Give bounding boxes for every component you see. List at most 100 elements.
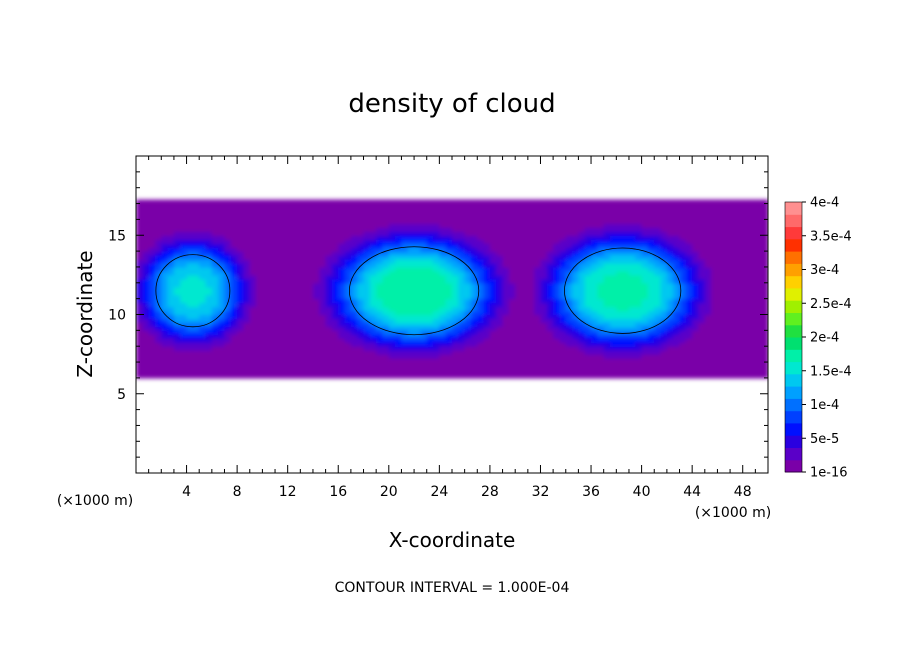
field-cell [395,318,402,324]
field-cell [388,354,396,359]
field-cell [161,247,169,252]
field-cell [350,211,358,217]
field-cell [281,334,289,339]
field-cell [376,199,384,205]
field-cell [243,318,251,324]
field-cell [363,370,371,375]
field-cell [666,330,674,335]
x-tick-label: 8 [233,484,242,500]
field-cell [496,290,504,296]
field-cell [622,219,630,224]
field-cell [666,207,674,213]
field-cell [610,326,617,331]
field-cell [553,370,560,375]
field-cell [363,322,371,327]
field-cell [161,286,169,292]
field-cell [578,334,586,339]
field-cell [749,346,756,351]
field-cell [230,286,238,292]
field-cell [521,290,529,296]
field-cell [742,342,750,347]
field-cell [660,215,668,220]
field-cell [376,302,384,308]
field-cell [382,247,390,252]
field-cell [584,330,592,335]
field-cell [426,255,434,260]
field-cell [572,274,579,280]
field-cell [407,290,415,296]
field-cell [186,219,194,224]
field-cell [603,342,611,347]
field-cell [237,318,244,324]
field-cell [559,286,567,292]
field-cell [641,231,649,236]
field-cell [281,346,289,351]
field-cell [749,223,756,228]
field-cell [331,223,339,228]
field-cell [540,211,548,217]
field-cell [534,231,542,236]
field-cell [704,259,712,264]
field-cell [629,251,636,256]
field-cell [331,346,339,351]
field-cell [414,243,421,248]
field-cell [148,231,156,236]
field-cell [723,259,731,264]
field-cell [698,223,706,228]
field-cell [540,350,548,355]
field-cell [641,235,649,240]
field-cell [546,314,554,320]
field-cell [622,235,630,240]
field-cell [287,370,295,375]
field-cell [565,235,573,240]
field-cell [654,290,662,296]
field-cell [407,266,415,272]
field-cell [439,199,447,205]
field-cell [521,338,529,343]
field-cell [313,259,320,264]
field-cell [313,306,320,312]
field-cell [224,294,232,300]
field-cell [496,294,504,300]
field-cell [496,282,504,288]
contour-line-left-cloud [155,254,231,328]
field-cell [502,318,510,324]
field-cell [420,366,428,371]
field-cell [578,314,586,320]
field-cell [477,255,485,260]
field-cell [306,266,314,272]
field-cell [199,203,207,209]
field-cell [433,373,440,379]
field-cell [464,286,472,292]
field-cell [161,278,169,284]
field-cell [679,322,687,327]
field-cell [546,358,554,363]
field-cell [350,286,358,292]
field-cell [224,259,232,264]
field-cell [275,338,282,343]
field-cell [629,282,636,288]
field-cell [148,255,156,260]
field-cell [344,306,352,312]
field-cell [331,306,339,312]
field-cell [749,373,756,379]
field-cell [199,366,207,371]
field-cell [717,346,725,351]
field-cell [521,227,529,232]
field-cell [565,243,573,248]
field-cell [420,358,428,363]
field-cell [489,263,497,268]
field-cell [755,207,763,213]
y-tick-label: 15 [108,228,126,244]
field-cell [471,326,478,331]
field-cell [660,211,668,217]
field-cell [616,354,624,359]
field-cell [294,370,301,375]
field-cell [464,251,472,256]
field-cell [534,219,542,224]
field-cell [325,259,333,264]
field-cell [603,235,611,240]
field-cell [350,342,358,347]
colorbar-swatch [785,324,802,338]
field-cell [161,330,169,335]
